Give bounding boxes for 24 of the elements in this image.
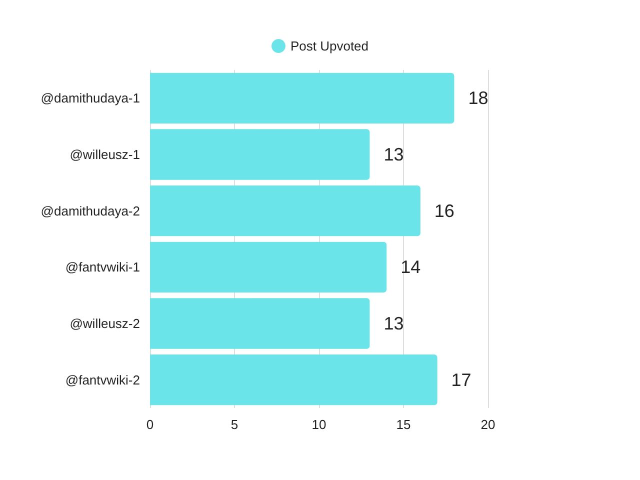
y-tick-label: @damithudaya-1 <box>40 90 140 106</box>
legend-label: Post Upvoted <box>290 38 369 54</box>
bar <box>150 298 370 349</box>
x-tick-label: 15 <box>396 417 411 432</box>
bar <box>150 129 370 180</box>
x-tick-label: 0 <box>146 417 154 432</box>
x-tick-label: 5 <box>230 417 238 432</box>
bar <box>150 354 438 406</box>
y-tick-label: @fantvwiki-1 <box>65 260 140 275</box>
y-tick-label: @willeusz-1 <box>70 147 140 162</box>
bar <box>150 72 454 124</box>
y-tick-label: @willeusz-2 <box>70 316 140 331</box>
data-label: 13 <box>384 314 404 334</box>
data-label: 13 <box>384 144 404 164</box>
bar <box>150 185 420 236</box>
data-label: 17 <box>451 370 472 390</box>
x-tick-label: 20 <box>480 417 496 432</box>
x-tick-label: 10 <box>312 417 326 432</box>
y-tick-label: @fantvwiki-2 <box>65 372 140 388</box>
data-label: 16 <box>434 200 454 221</box>
data-label: 14 <box>400 257 421 278</box>
bar <box>150 242 387 293</box>
y-tick-label: @damithudaya-2 <box>40 203 140 218</box>
data-label: 18 <box>468 88 488 108</box>
